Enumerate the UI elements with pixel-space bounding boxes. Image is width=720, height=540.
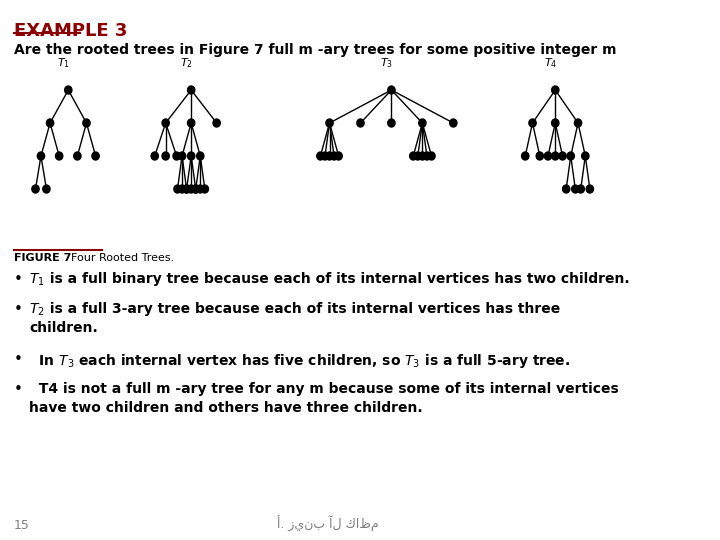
Circle shape — [42, 185, 50, 193]
Circle shape — [428, 152, 435, 160]
Circle shape — [388, 119, 395, 127]
Text: $T_1$: $T_1$ — [29, 272, 45, 288]
Circle shape — [321, 152, 328, 160]
Circle shape — [174, 185, 181, 193]
Circle shape — [572, 185, 579, 193]
Text: أ. زينب آل كاظم: أ. زينب آل كاظم — [277, 516, 379, 532]
Circle shape — [529, 119, 536, 127]
Text: is a full 3-ary tree because each of its internal vertices has three: is a full 3-ary tree because each of its… — [45, 302, 560, 316]
Circle shape — [162, 119, 169, 127]
Circle shape — [46, 119, 54, 127]
Text: $T_2$: $T_2$ — [180, 56, 193, 70]
Circle shape — [187, 152, 195, 160]
Circle shape — [450, 119, 457, 127]
Circle shape — [326, 119, 333, 127]
Circle shape — [83, 119, 90, 127]
Circle shape — [357, 119, 364, 127]
Circle shape — [388, 86, 395, 94]
Circle shape — [213, 119, 220, 127]
Circle shape — [92, 152, 99, 160]
Circle shape — [73, 152, 81, 160]
Text: T4 is not a full m -ary tree for any m because some of its internal vertices: T4 is not a full m -ary tree for any m b… — [29, 382, 619, 396]
Circle shape — [197, 152, 204, 160]
Circle shape — [179, 185, 186, 193]
Circle shape — [197, 185, 204, 193]
Circle shape — [423, 152, 431, 160]
Circle shape — [536, 152, 544, 160]
Circle shape — [586, 185, 593, 193]
Text: Four Rooted Trees.: Four Rooted Trees. — [71, 253, 174, 263]
Text: In $T_3$ each internal vertex has five children, so $T_3$ is a full 5-ary tree.: In $T_3$ each internal vertex has five c… — [29, 352, 570, 370]
Text: have two children and others have three children.: have two children and others have three … — [29, 401, 423, 415]
Circle shape — [330, 152, 338, 160]
Circle shape — [410, 152, 417, 160]
Circle shape — [562, 185, 570, 193]
Text: $T_4$: $T_4$ — [544, 56, 558, 70]
Circle shape — [317, 152, 324, 160]
Circle shape — [544, 152, 552, 160]
Text: •: • — [14, 302, 22, 317]
Circle shape — [326, 152, 333, 160]
Circle shape — [192, 185, 199, 193]
Circle shape — [552, 152, 559, 160]
Circle shape — [187, 185, 195, 193]
Circle shape — [37, 152, 45, 160]
Circle shape — [552, 86, 559, 94]
Circle shape — [552, 119, 559, 127]
Text: FIGURE 7: FIGURE 7 — [14, 253, 71, 263]
Circle shape — [419, 119, 426, 127]
Circle shape — [183, 185, 190, 193]
Text: is a full binary tree because each of its internal vertices has two children.: is a full binary tree because each of it… — [45, 272, 629, 286]
Circle shape — [582, 152, 589, 160]
Circle shape — [414, 152, 421, 160]
Text: •: • — [14, 382, 22, 397]
Text: EXAMPLE 3: EXAMPLE 3 — [14, 22, 127, 40]
Circle shape — [567, 152, 575, 160]
Circle shape — [201, 185, 209, 193]
Circle shape — [162, 152, 169, 160]
Circle shape — [55, 152, 63, 160]
Circle shape — [192, 185, 199, 193]
Text: $T_2$: $T_2$ — [29, 302, 45, 319]
Circle shape — [187, 86, 195, 94]
Circle shape — [65, 86, 72, 94]
Circle shape — [173, 152, 180, 160]
Circle shape — [521, 152, 529, 160]
Circle shape — [183, 185, 190, 193]
Circle shape — [559, 152, 566, 160]
Text: children.: children. — [29, 321, 98, 335]
Circle shape — [179, 152, 186, 160]
Circle shape — [335, 152, 342, 160]
Circle shape — [151, 152, 158, 160]
Circle shape — [577, 185, 585, 193]
Text: •: • — [14, 272, 22, 287]
Text: 15: 15 — [14, 519, 30, 532]
Circle shape — [419, 152, 426, 160]
Circle shape — [575, 119, 582, 127]
Circle shape — [187, 119, 195, 127]
Circle shape — [32, 185, 39, 193]
Text: $T_1$: $T_1$ — [58, 56, 71, 70]
Text: •: • — [14, 352, 22, 367]
Text: $T_3$: $T_3$ — [380, 56, 394, 70]
Text: Are the rooted trees in Figure 7 full m -ary trees for some positive integer m: Are the rooted trees in Figure 7 full m … — [14, 43, 616, 57]
